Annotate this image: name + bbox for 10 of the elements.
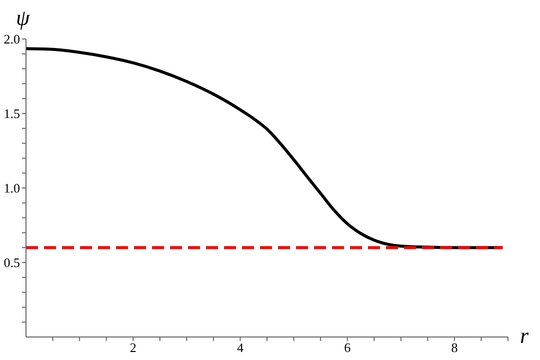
x-tick-label: 6 (344, 340, 352, 356)
x-axis-title: r (520, 323, 529, 348)
x-tick-label: 8 (451, 340, 458, 356)
y-tick-label: 2.0 (4, 32, 20, 47)
x-tick-label: 2 (130, 340, 136, 356)
y-tick-label: 1.5 (4, 106, 20, 122)
y-tick-label: 1.0 (4, 180, 20, 196)
y-axis-title: ψ (16, 5, 30, 30)
x-tick-label: 4 (236, 340, 244, 356)
y-tick-label: 0.5 (4, 255, 20, 270)
